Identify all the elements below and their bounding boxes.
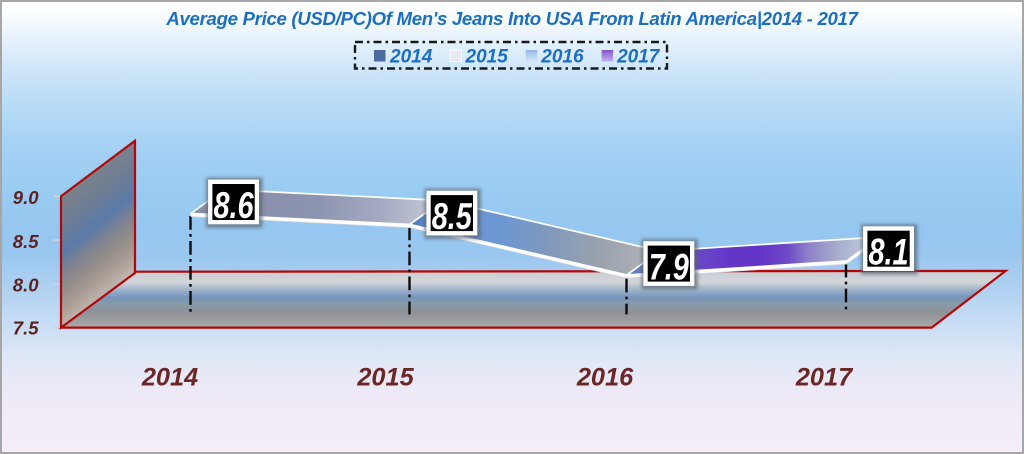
svg-text:2014: 2014 (141, 364, 198, 392)
svg-text:8.0: 8.0 (13, 275, 39, 296)
svg-text:2014: 2014 (389, 47, 433, 68)
svg-text:8.6: 8.6 (213, 186, 253, 227)
svg-text:Average Price (USD/PC)Of Men's: Average Price (USD/PC)Of Men's Jeans Int… (165, 8, 859, 29)
svg-text:2017: 2017 (795, 364, 854, 392)
svg-text:7.9: 7.9 (649, 247, 689, 288)
svg-text:2017: 2017 (616, 47, 661, 68)
svg-text:8.5: 8.5 (432, 197, 472, 238)
svg-text:7.5: 7.5 (13, 318, 39, 339)
svg-text:2016: 2016 (540, 47, 584, 68)
svg-text:2016: 2016 (576, 364, 634, 392)
svg-text:2015: 2015 (356, 364, 414, 392)
svg-text:9.0: 9.0 (13, 187, 39, 208)
svg-text:8.5: 8.5 (13, 231, 39, 252)
svg-text:8.1: 8.1 (868, 232, 908, 273)
svg-text:2015: 2015 (465, 47, 509, 68)
